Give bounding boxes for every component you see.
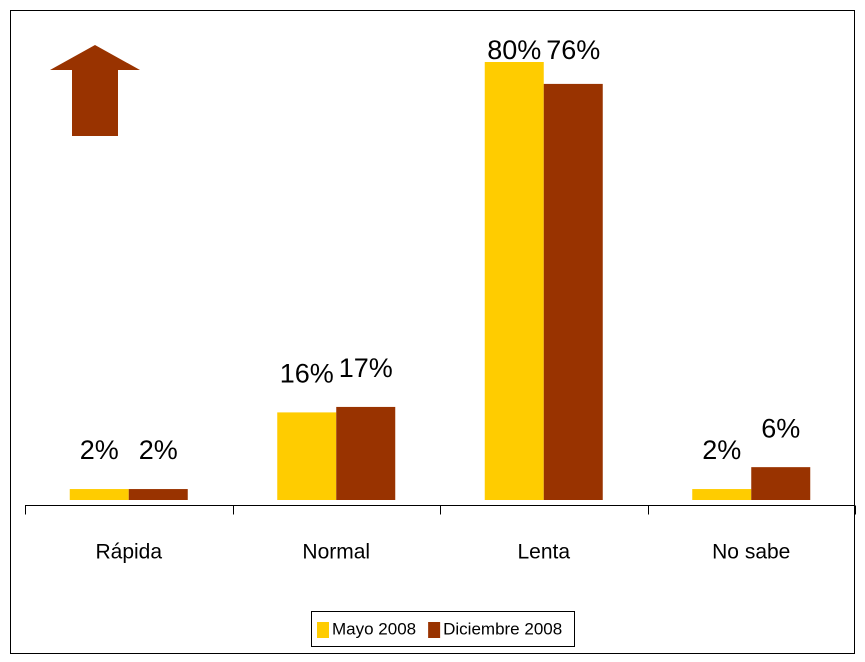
legend-swatch [428, 622, 441, 638]
data-label: 17% [339, 353, 393, 383]
data-label: 80% [487, 35, 541, 65]
bar [277, 412, 337, 500]
legend-swatch [317, 622, 329, 638]
legend-label: Mayo 2008 [332, 619, 416, 638]
bar [69, 489, 129, 500]
x-tick-label: Rápida [95, 541, 162, 564]
data-label: 2% [139, 435, 178, 465]
x-tick-label: Lenta [517, 541, 570, 564]
bar [128, 489, 188, 500]
bar [751, 467, 811, 500]
bar [543, 83, 603, 501]
data-label: 2% [702, 435, 741, 465]
arrow-icon [50, 45, 140, 136]
bar [484, 62, 544, 500]
data-label: 6% [761, 413, 800, 443]
data-label: 2% [80, 435, 119, 465]
legend-box [311, 611, 575, 647]
legend-label: Diciembre 2008 [443, 619, 562, 638]
x-tick-label: Normal [302, 541, 370, 564]
data-label: 76% [546, 35, 600, 65]
bar [336, 406, 396, 500]
chart-border [10, 10, 855, 654]
bar [692, 489, 752, 500]
data-label: 16% [280, 359, 334, 389]
x-tick-label: No sabe [712, 541, 790, 564]
